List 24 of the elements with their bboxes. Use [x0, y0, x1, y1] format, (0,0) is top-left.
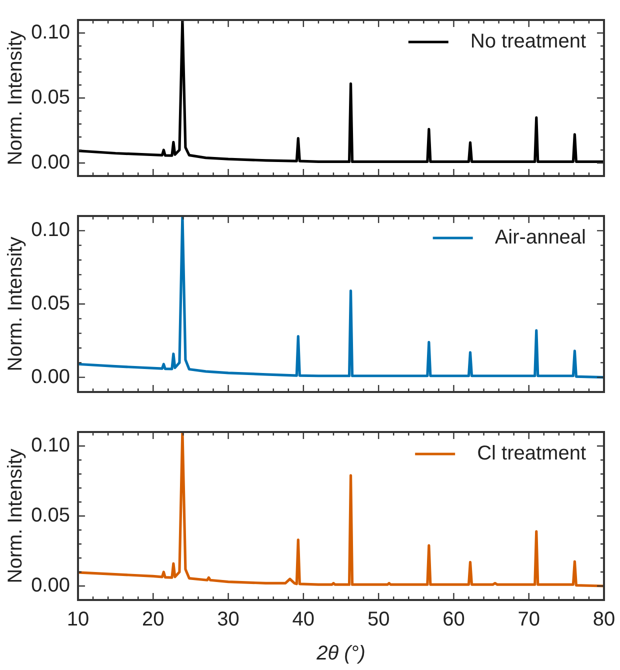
legend-label: Air-anneal [494, 226, 586, 249]
y-tick-label: 0.00 [31, 366, 70, 388]
y-axis-title: Norm. Intensity [4, 236, 27, 372]
x-tick-label: 50 [367, 608, 390, 631]
y-tick-label: 0.10 [31, 219, 70, 242]
y-tick-label: 0.00 [31, 152, 70, 174]
y-tick-label: 0.05 [31, 292, 70, 315]
x-tick-label: 60 [442, 608, 465, 631]
legend-label: Cl treatment [477, 442, 586, 465]
legend-label: No treatment [470, 30, 586, 53]
x-tick-label: 10 [66, 608, 90, 631]
x-tick-label: 20 [142, 608, 164, 631]
y-axis-title: Norm. Intensity [4, 30, 27, 166]
y-tick-label: 0.10 [31, 434, 70, 457]
y-tick-label: 0.05 [31, 86, 70, 109]
x-tick-label: 40 [292, 608, 315, 631]
y-axis-title: Norm. Intensity [4, 448, 27, 584]
x-tick-label: 80 [592, 608, 616, 631]
y-tick-label: 0.05 [31, 504, 70, 527]
x-axis-title: 2θ (°) [316, 642, 366, 665]
y-tick-label: 0.00 [31, 574, 70, 597]
x-tick-label: 30 [217, 608, 240, 631]
y-tick-label: 0.10 [31, 22, 70, 44]
x-tick-label: 70 [518, 608, 540, 631]
